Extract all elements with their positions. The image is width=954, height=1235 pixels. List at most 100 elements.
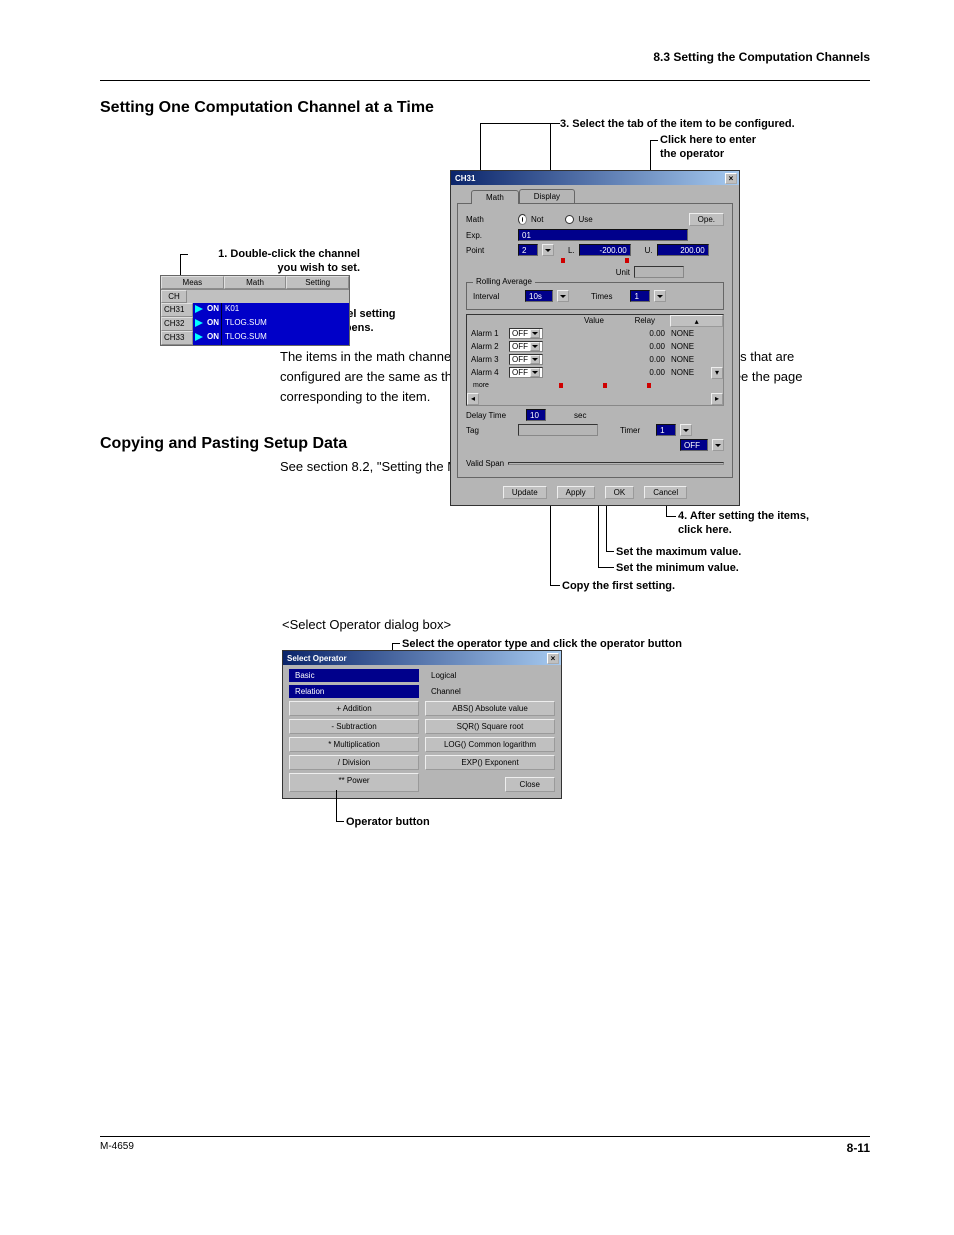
chevron-down-icon[interactable] — [530, 342, 540, 351]
chlist-ch-label: CH — [161, 290, 187, 303]
alarm-value: 0.00 — [551, 329, 671, 338]
op-btn-add[interactable]: + Addition — [289, 701, 419, 716]
timer-dropdown-icon[interactable] — [680, 424, 692, 436]
channel-on-badge: ON — [193, 331, 221, 345]
leader — [666, 516, 676, 517]
callout-setmax: Set the maximum value. — [616, 546, 741, 560]
callout-step4-line1: 4. After setting the items, — [678, 510, 809, 522]
dialog-titlebar: CH31 × — [451, 171, 739, 185]
unit-label: Unit — [616, 268, 630, 277]
chlist-col-meas[interactable]: Meas — [161, 276, 224, 289]
timer-field2[interactable]: OFF — [680, 439, 708, 451]
interval-field[interactable]: 10s — [525, 290, 553, 302]
unit-field[interactable] — [634, 266, 684, 278]
apply-button[interactable]: Apply — [557, 486, 595, 499]
scroll-down-icon[interactable]: ▾ — [711, 367, 723, 379]
page-header-section: 8.3 Setting the Computation Channels — [100, 50, 870, 64]
chevron-down-icon[interactable] — [530, 355, 540, 364]
alarm-name: Alarm 2 — [467, 342, 509, 351]
footer-docnum: M-4659 — [100, 1141, 134, 1155]
point-dropdown-icon[interactable] — [542, 244, 554, 256]
point-label: Point — [466, 246, 514, 255]
update-button[interactable]: Update — [503, 486, 547, 499]
op-btn-mul[interactable]: * Multiplication — [289, 737, 419, 752]
scroll-up-icon[interactable]: ▴ — [670, 315, 723, 327]
delay-field[interactable]: 10 — [526, 409, 546, 421]
op-btn-pow[interactable]: ** Power — [289, 773, 419, 792]
alarm-value: 0.00 — [551, 368, 671, 377]
op-btn-sqr[interactable]: SQR() Square root — [425, 719, 555, 734]
op-btn-sub[interactable]: - Subtraction — [289, 719, 419, 734]
channel-on-badge: ON — [193, 303, 221, 317]
chevron-down-icon[interactable] — [530, 329, 540, 338]
ok-button[interactable]: OK — [605, 486, 635, 499]
rolling-average-group: Rolling Average Interval 10s Times 1 — [466, 282, 724, 310]
math-not-label: Not — [531, 215, 543, 224]
op-dialog-title: Select Operator — [285, 654, 347, 663]
chlist-col-setting[interactable]: Setting — [286, 276, 349, 289]
op-close-button[interactable]: Close — [505, 777, 555, 792]
math-not-radio[interactable] — [518, 214, 527, 225]
alarm-head-blank — [518, 315, 569, 327]
op-head-basic[interactable]: Basic — [289, 669, 419, 682]
alarm-type-select[interactable]: OFF — [509, 341, 543, 352]
tab-display[interactable]: Display — [519, 189, 575, 203]
exp-field[interactable]: 01 — [518, 229, 688, 241]
chevron-down-icon[interactable] — [530, 368, 540, 377]
alarm-row: Alarm 1 OFF 0.00 NONE — [467, 327, 723, 340]
alarm-relay: NONE — [671, 355, 711, 364]
scroll-right-icon[interactable]: ▸ — [711, 393, 723, 405]
valid-span-label: Valid Span — [466, 459, 504, 468]
leader — [180, 254, 188, 255]
timer-field1[interactable]: 1 — [656, 424, 676, 436]
leader — [336, 821, 344, 822]
op-head-relation[interactable]: Relation — [289, 685, 419, 698]
close-icon[interactable]: × — [547, 653, 559, 664]
cancel-button[interactable]: Cancel — [644, 486, 687, 499]
point-field[interactable]: 2 — [518, 244, 538, 256]
math-use-label: Use — [578, 215, 592, 224]
close-icon[interactable]: × — [725, 173, 737, 184]
scroll-left-icon[interactable]: ◂ — [467, 393, 479, 405]
dialog-footer: Update Apply OK Cancel — [451, 482, 739, 505]
op-head-channel[interactable]: Channel — [425, 685, 555, 698]
times-dropdown-icon[interactable] — [654, 290, 666, 302]
channel-value: TLOG.SUM — [221, 331, 349, 345]
select-operator-caption: <Select Operator dialog box> — [282, 617, 451, 632]
alarm-type-select[interactable]: OFF — [509, 367, 543, 378]
times-field[interactable]: 1 — [630, 290, 650, 302]
timer-label: Timer — [620, 426, 640, 435]
op-btn-log[interactable]: LOG() Common logarithm — [425, 737, 555, 752]
delay-label: Delay Time — [466, 411, 522, 420]
alarm-name: Alarm 4 — [467, 368, 509, 377]
alarm-more[interactable]: more — [469, 382, 489, 389]
channel-label: CH33 — [161, 331, 193, 345]
op-btn-abs[interactable]: ABS() Absolute value — [425, 701, 555, 716]
alarm-type-select[interactable]: OFF — [509, 354, 543, 365]
math-label: Math — [466, 215, 514, 224]
ope-button[interactable]: Ope. — [689, 213, 724, 226]
op-head-logical[interactable]: Logical — [425, 669, 555, 682]
callout-click-op-line1: Click here to enter — [660, 134, 756, 146]
math-use-radio[interactable] — [565, 215, 574, 224]
channel-row[interactable]: CH31 ON K01 — [161, 303, 349, 317]
alarm-row: Alarm 4 OFF 0.00 NONE ▾ — [467, 366, 723, 379]
valid-span-field[interactable] — [508, 462, 724, 465]
lower-field[interactable]: -200.00 — [579, 244, 631, 256]
red-marker-icon — [647, 383, 651, 388]
op-btn-exp[interactable]: EXP() Exponent — [425, 755, 555, 770]
channel-row[interactable]: CH32 ON TLOG.SUM — [161, 317, 349, 331]
channel-row[interactable]: CH33 ON TLOG.SUM — [161, 331, 349, 345]
alarm-name: Alarm 3 — [467, 355, 509, 364]
chlist-col-math[interactable]: Math — [224, 276, 287, 289]
alarm-type-select[interactable]: OFF — [509, 328, 543, 339]
channel-label: CH31 — [161, 303, 193, 317]
interval-dropdown-icon[interactable] — [557, 290, 569, 302]
tag-field[interactable] — [518, 424, 598, 436]
dialog-tabs: Math Display — [451, 189, 739, 203]
op-btn-div[interactable]: / Division — [289, 755, 419, 770]
callout-step3: 3. Select the tab of the item to be conf… — [560, 118, 795, 132]
upper-field[interactable]: 200.00 — [657, 244, 709, 256]
tab-math[interactable]: Math — [471, 190, 519, 204]
timer-dropdown-icon[interactable] — [712, 439, 724, 451]
